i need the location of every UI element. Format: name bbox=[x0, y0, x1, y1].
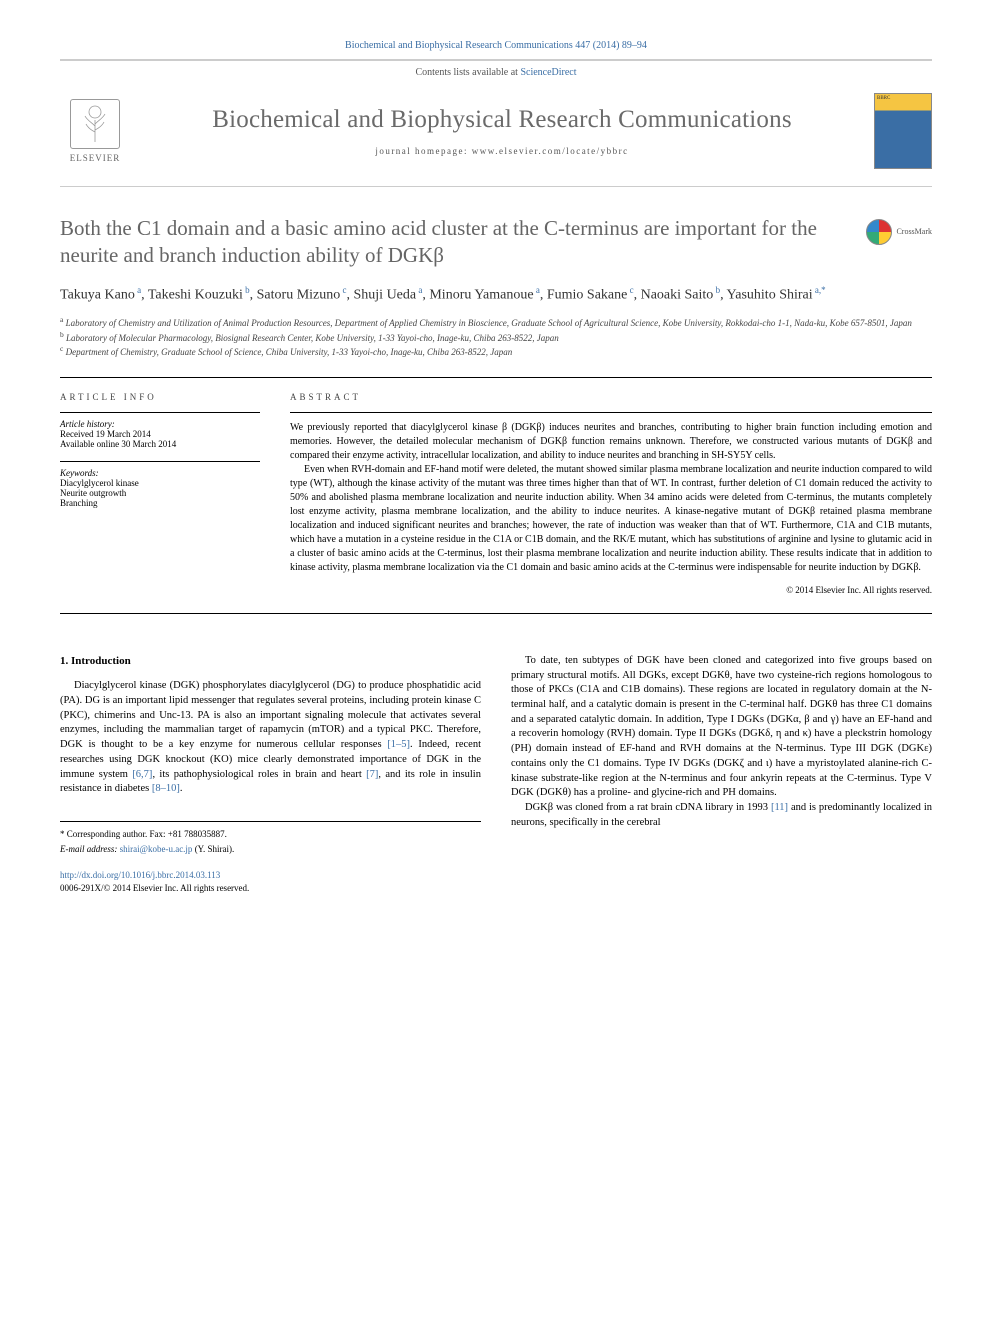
affiliations: a Laboratory of Chemistry and Utilizatio… bbox=[60, 315, 932, 359]
elsevier-logo: ELSEVIER bbox=[60, 92, 130, 170]
journal-reference: Biochemical and Biophysical Research Com… bbox=[60, 40, 932, 51]
corr-email-link[interactable]: shirai@kobe-u.ac.jp bbox=[120, 844, 193, 854]
doi-link[interactable]: http://dx.doi.org/10.1016/j.bbrc.2014.03… bbox=[60, 870, 220, 880]
affiliation-c: c Department of Chemistry, Graduate Scho… bbox=[60, 344, 932, 359]
keywords-label: Keywords: bbox=[60, 468, 99, 478]
abstract-p1: We previously reported that diacylglycer… bbox=[290, 421, 932, 463]
crossmark-badge[interactable]: CrossMark bbox=[866, 219, 932, 245]
keyword: Branching bbox=[60, 498, 260, 508]
intro-p3: DGKβ was cloned from a rat brain cDNA li… bbox=[511, 801, 932, 830]
body-columns: 1. Introduction Diacylglycerol kinase (D… bbox=[60, 654, 932, 894]
corresponding-author-block: * Corresponding author. Fax: +81 7880358… bbox=[60, 821, 481, 855]
history-received: Received 19 March 2014 bbox=[60, 429, 260, 439]
history-label: Article history: bbox=[60, 419, 115, 429]
email-label: E-mail address: bbox=[60, 844, 120, 854]
homepage-label: journal homepage: bbox=[375, 146, 471, 156]
corr-author: * Corresponding author. Fax: +81 7880358… bbox=[60, 828, 481, 841]
crossmark-label: CrossMark bbox=[896, 227, 932, 237]
journal-title: Biochemical and Biophysical Research Com… bbox=[130, 106, 874, 134]
elsevier-tree-icon bbox=[70, 99, 120, 149]
email-suffix: (Y. Shirai). bbox=[192, 844, 234, 854]
article-title-text: Both the C1 domain and a basic amino aci… bbox=[60, 216, 817, 267]
keywords-block: Keywords: Diacylglycerol kinase Neurite … bbox=[60, 461, 260, 508]
header-bar: Contents lists available at ScienceDirec… bbox=[60, 59, 932, 187]
cover-label: BBRC bbox=[877, 96, 929, 101]
section-1-head: 1. Introduction bbox=[60, 654, 481, 669]
article-title: Both the C1 domain and a basic amino aci… bbox=[60, 215, 932, 270]
article-info-head: ARTICLE INFO bbox=[60, 392, 260, 402]
issn-copyright: 0006-291X/© 2014 Elsevier Inc. All right… bbox=[60, 882, 481, 895]
intro-p2: To date, ten subtypes of DGK have been c… bbox=[511, 654, 932, 801]
corr-email-line: E-mail address: shirai@kobe-u.ac.jp (Y. … bbox=[60, 843, 481, 856]
keyword: Neurite outgrowth bbox=[60, 488, 260, 498]
homepage-url[interactable]: www.elsevier.com/locate/ybbrc bbox=[472, 146, 629, 156]
keyword: Diacylglycerol kinase bbox=[60, 478, 260, 488]
crossmark-icon bbox=[866, 219, 892, 245]
intro-p1: Diacylglycerol kinase (DGK) phosphorylat… bbox=[60, 679, 481, 797]
contents-lists-line: Contents lists available at ScienceDirec… bbox=[60, 67, 932, 78]
contents-prefix: Contents lists available at bbox=[415, 67, 520, 78]
sciencedirect-link[interactable]: ScienceDirect bbox=[520, 67, 576, 78]
affiliation-a: a Laboratory of Chemistry and Utilizatio… bbox=[60, 315, 932, 330]
abstract-copyright: © 2014 Elsevier Inc. All rights reserved… bbox=[290, 585, 932, 595]
divider bbox=[60, 377, 932, 378]
abstract-block: ABSTRACT We previously reported that dia… bbox=[290, 392, 932, 595]
journal-cover-thumb: BBRC bbox=[874, 93, 932, 169]
column-right: To date, ten subtypes of DGK have been c… bbox=[511, 654, 932, 894]
doi-block: http://dx.doi.org/10.1016/j.bbrc.2014.03… bbox=[60, 869, 481, 894]
authors-list: Takuya Kano a, Takeshi Kouzuki b, Satoru… bbox=[60, 284, 932, 306]
history-online: Available online 30 March 2014 bbox=[60, 439, 260, 449]
journal-homepage: journal homepage: www.elsevier.com/locat… bbox=[130, 146, 874, 156]
elsevier-label: ELSEVIER bbox=[70, 153, 121, 163]
affiliation-b: b Laboratory of Molecular Pharmacology, … bbox=[60, 330, 932, 345]
article-history: Article history: Received 19 March 2014 … bbox=[60, 412, 260, 449]
abstract-p2: Even when RVH-domain and EF-hand motif w… bbox=[290, 463, 932, 575]
abstract-head: ABSTRACT bbox=[290, 392, 932, 402]
abstract-body: We previously reported that diacylglycer… bbox=[290, 412, 932, 575]
column-left: 1. Introduction Diacylglycerol kinase (D… bbox=[60, 654, 481, 894]
article-info-block: ARTICLE INFO Article history: Received 1… bbox=[60, 392, 260, 595]
